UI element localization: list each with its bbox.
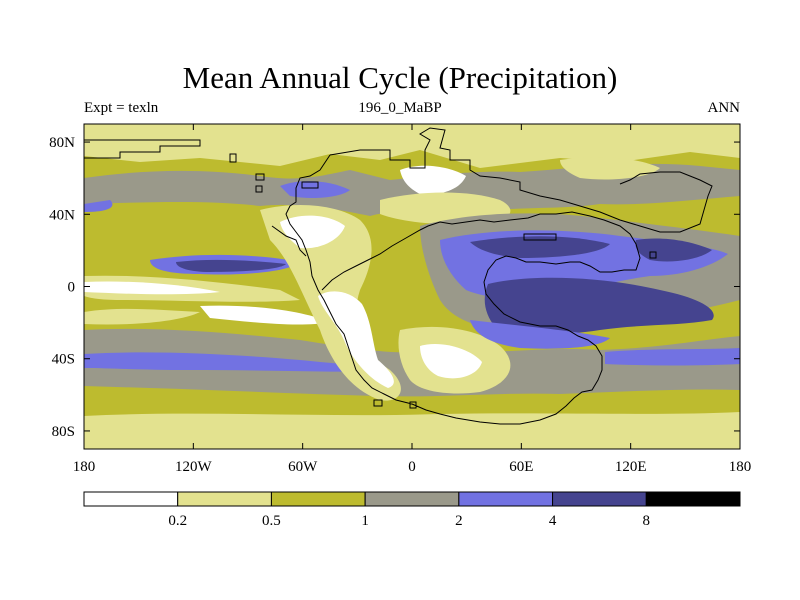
coastline <box>84 127 713 425</box>
field-pale-south <box>84 412 740 449</box>
lat-tick-label: 40S <box>52 352 75 368</box>
time-label: 196_0_MaBP <box>358 100 442 116</box>
lon-tick-label: 180 <box>73 459 96 475</box>
contour-fields <box>84 124 740 449</box>
field-navy-itcz <box>176 259 286 272</box>
lon-tick-label: 120W <box>175 459 213 475</box>
colorbar-swatch-4 <box>458 491 554 507</box>
longitude-axis: 180 120W 60W 0 60E 120E 180 <box>73 124 752 475</box>
field-white-pangea-central <box>318 291 394 388</box>
lat-tick-label: 80S <box>52 424 75 440</box>
experiment-label: Expt = texln <box>84 100 159 116</box>
field-navy-tethys-north <box>470 236 610 258</box>
lon-tick-label: 60W <box>288 459 318 475</box>
chart-title: Mean Annual Cycle (Precipitation) <box>182 60 618 95</box>
latitude-axis: 80N 40N 0 40S 80S <box>49 135 740 440</box>
field-pale-north-east <box>560 157 660 180</box>
field-white-pangea-north-east <box>400 165 466 195</box>
colorbar-swatch-6 <box>645 491 741 507</box>
colorbar-swatch-1 <box>177 491 272 507</box>
colorbar-label: 8 <box>643 513 651 529</box>
field-pale-arctic <box>84 124 740 168</box>
colorbar-label: 1 <box>361 513 369 529</box>
field-navy-equator-east <box>484 277 714 335</box>
colorbar: 0.2 0.5 1 2 4 8 <box>83 491 741 529</box>
colorbar-swatch-5 <box>552 491 647 507</box>
field-white-pangea-south <box>420 343 482 379</box>
lon-tick-label: 120E <box>615 459 647 475</box>
colorbar-swatch-2 <box>270 491 366 507</box>
season-label: ANN <box>707 100 741 116</box>
field-navy-tethys-east <box>635 238 712 262</box>
field-white-equator <box>84 281 220 295</box>
field-blue-south-east <box>605 348 740 366</box>
field-white-subtropical <box>200 305 330 325</box>
lon-tick-label: 0 <box>408 459 416 475</box>
colorbar-label: 0.2 <box>168 513 187 529</box>
colorbar-label: 2 <box>455 513 463 529</box>
field-gray-north <box>84 163 740 216</box>
lat-tick-label: 80N <box>49 135 75 151</box>
field-blue-north-pacific <box>84 200 113 212</box>
colorbar-label: 4 <box>549 513 557 529</box>
lon-tick-label: 60E <box>509 459 533 475</box>
lat-tick-label: 40N <box>49 207 75 223</box>
field-blue-south <box>84 352 380 372</box>
colorbar-label: 0.5 <box>262 513 281 529</box>
lon-tick-label: 180 <box>729 459 752 475</box>
colorbar-swatch-0 <box>83 491 179 507</box>
field-pale-south-tropics <box>84 308 200 325</box>
colorbar-swatch-3 <box>364 491 460 507</box>
field-blue-south-east-tropics <box>470 320 610 349</box>
lat-tick-label: 0 <box>68 280 76 296</box>
